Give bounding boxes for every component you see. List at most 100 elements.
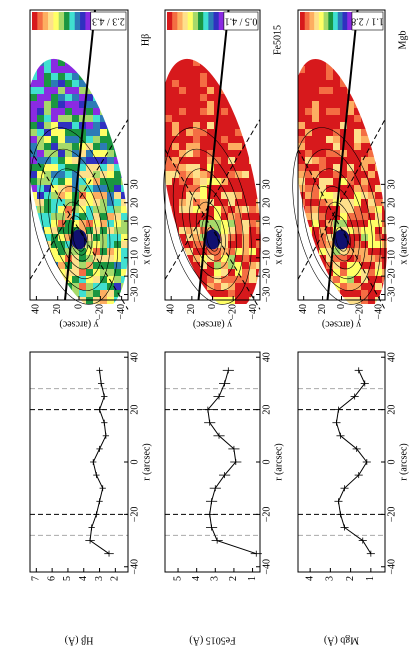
map-pixel [58, 136, 65, 143]
map-pixel [165, 38, 172, 45]
map-pixel [305, 213, 312, 220]
map-pixel [100, 80, 107, 87]
map-pixel [235, 227, 242, 234]
colorbar-swatch [337, 12, 343, 30]
map-pixel [361, 101, 368, 108]
map-pixel [228, 199, 235, 206]
map-pixel [193, 150, 200, 157]
map-title: Fe5015 [272, 25, 283, 55]
map-pixel [186, 94, 193, 101]
map-pixel [179, 80, 186, 87]
map-pixel [298, 178, 305, 185]
colorbar-swatch [182, 12, 189, 30]
map-pixel [319, 143, 326, 150]
map-pixel [86, 192, 93, 199]
map-pixel [354, 269, 361, 276]
map-pixel [179, 164, 186, 171]
map-pixel [100, 248, 107, 255]
map-pixel [100, 241, 107, 248]
map-pixel [242, 80, 249, 87]
r-tick-label: 40 [129, 352, 140, 362]
map-pixel [312, 136, 319, 143]
map-pixel [319, 199, 326, 206]
map-pixel [214, 150, 221, 157]
plot-frame [29, 351, 129, 573]
map-pixel [165, 150, 172, 157]
map-pixel [172, 87, 179, 94]
map-pixel [86, 108, 93, 115]
map-pixel [333, 171, 340, 178]
map-pixel [165, 122, 172, 129]
map-pixel [121, 171, 128, 178]
contour [335, 227, 348, 252]
map-pixel [298, 220, 305, 227]
map-pixel [107, 59, 114, 66]
map-pixel [214, 101, 221, 108]
map-pixel [228, 122, 235, 129]
map-pixel [121, 66, 128, 73]
map-pixel [93, 234, 100, 241]
map-pixel [44, 94, 51, 101]
map-pixel [361, 122, 368, 129]
map-pixel [79, 87, 86, 94]
map-pixel [200, 115, 207, 122]
map-pixel [65, 143, 72, 150]
map-pixel [368, 213, 375, 220]
colorbar-swatch [48, 12, 54, 30]
map-pixel [58, 115, 65, 122]
map-pixel [193, 101, 200, 108]
map-pixel [214, 171, 221, 178]
value-tick-label: 2 [345, 576, 356, 581]
map-pixel [319, 241, 326, 248]
map-pixel [58, 52, 65, 59]
map-pixel [93, 227, 100, 234]
map-pixel [114, 178, 121, 185]
map-pixel [305, 290, 312, 297]
map-pixel [51, 234, 58, 241]
map-pixel [249, 248, 256, 255]
y-tick-label: −20 [227, 304, 238, 320]
map-pixel [235, 59, 242, 66]
map-pixel [86, 206, 93, 213]
map-pixel [165, 31, 172, 38]
map-pixel [79, 185, 86, 192]
map-pixel [51, 157, 58, 164]
map-pixel [193, 59, 200, 66]
contour [310, 168, 366, 280]
x-tick-label: −30 [129, 287, 140, 303]
map-pixel [51, 73, 58, 80]
map-pixel [340, 178, 347, 185]
map-pixel [200, 87, 207, 94]
map-pixel [333, 255, 340, 262]
map-pixel [361, 87, 368, 94]
contour [318, 186, 360, 270]
map-pixel [354, 234, 361, 241]
map-pixel [333, 150, 340, 157]
map-pixel [186, 66, 193, 73]
map-pixel [249, 213, 256, 220]
colorbar-swatch [32, 12, 38, 30]
map-pixel [65, 59, 72, 66]
x-tick-label: −20 [129, 268, 140, 284]
map-pixel [319, 59, 326, 66]
map-pixel [100, 199, 107, 206]
map-pixel [86, 122, 93, 129]
map-pixel [51, 241, 58, 248]
map-pixel [30, 262, 37, 269]
map-pixel [347, 157, 354, 164]
map-pixel [193, 178, 200, 185]
map-pixel [319, 73, 326, 80]
map-pixel [179, 157, 186, 164]
map-pixel [51, 143, 58, 150]
map-pixel [214, 164, 221, 171]
map-pixel [30, 87, 37, 94]
map-pixel [65, 87, 72, 94]
major-axis [64, 9, 96, 301]
map-pixel [100, 136, 107, 143]
map-pixel [30, 80, 37, 87]
r-tick-label: −20 [261, 507, 272, 523]
map-pixel [121, 241, 128, 248]
y-tick-label: −40 [248, 304, 259, 320]
map-pixel [214, 94, 221, 101]
map-pixel [58, 220, 65, 227]
